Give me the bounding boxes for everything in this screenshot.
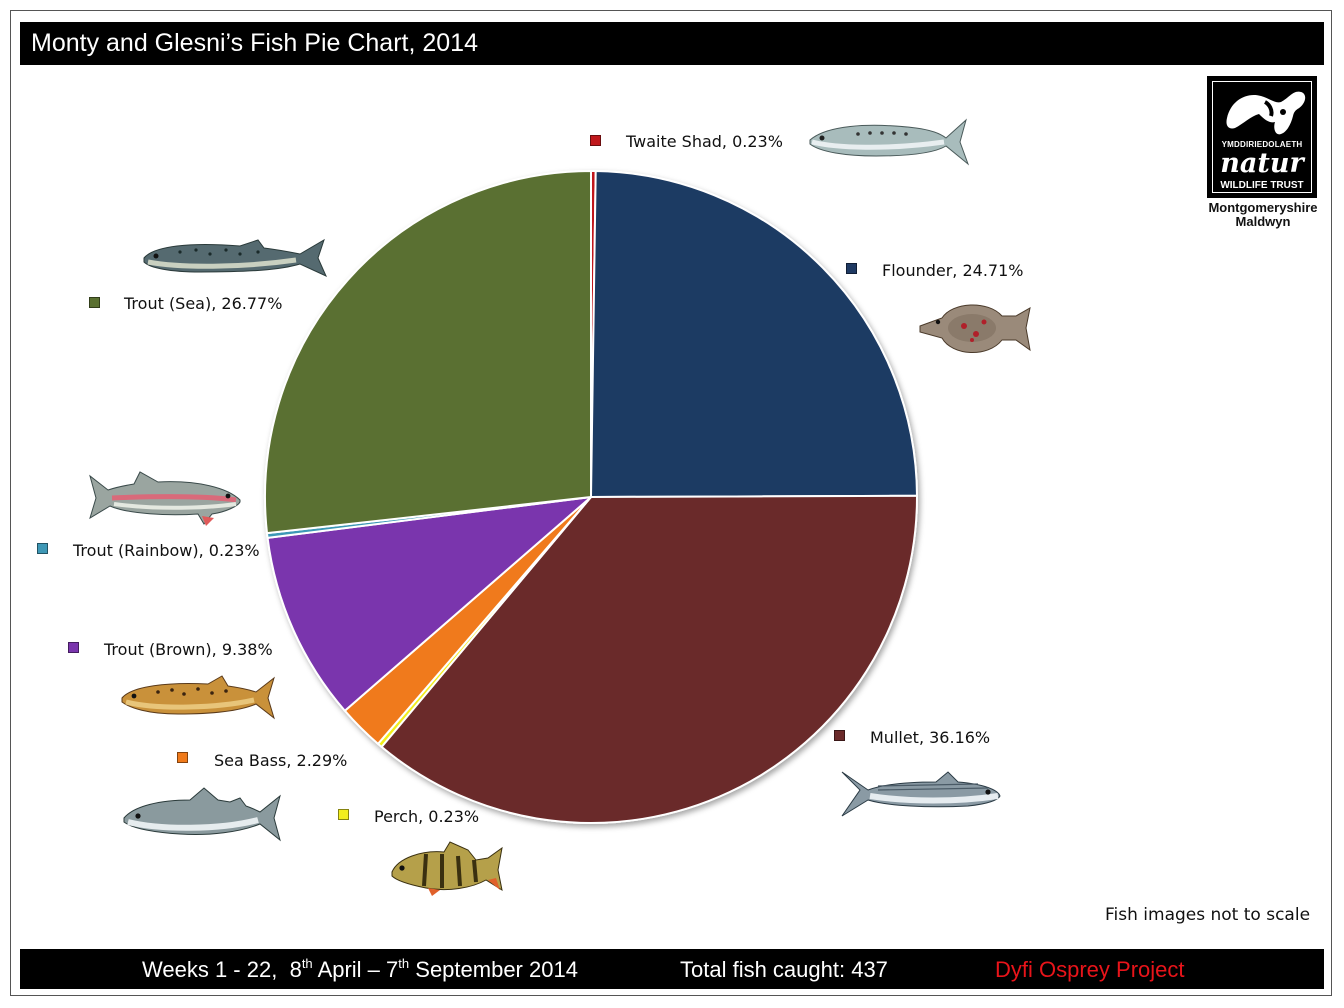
legend-swatch-flounder [846, 263, 857, 274]
data-label-trout-rainbow: Trout (Rainbow), 0.23% [73, 541, 260, 560]
logo-welsh-text: YMDDIRIEDOLAETH [1221, 140, 1303, 149]
footer-end-day: 7 [386, 957, 399, 982]
rainbow-trout-fish-icon [89, 471, 241, 526]
data-label-trout-sea: Trout (Sea), 26.77% [124, 294, 283, 313]
logo-sub-maldwyn: Maldwyn [1235, 214, 1291, 229]
pie-slice-flounder [590, 170, 918, 498]
footer-bar: Weeks 1 - 22, 8th April – 7th September … [20, 949, 1324, 989]
footer-end-month: September 2014 [415, 957, 578, 982]
chart-title: Monty and Glesni’s Fish Pie Chart, 2014 [31, 29, 478, 57]
twaite-shad-fish-icon [809, 118, 970, 166]
footer-weeks: Weeks 1 - 22, [142, 957, 278, 982]
legend-swatch-twaite-shad [590, 135, 601, 146]
data-label-mullet: Mullet, 36.16% [870, 728, 991, 747]
pie-slice-trout-brown [266, 496, 592, 712]
logo-wildlife-trust-text: WILDLIFE TRUST [1220, 180, 1304, 191]
data-label-trout-brown: Trout (Brown), 9.38% [104, 640, 273, 659]
footer-start-day: 8 [289, 957, 302, 982]
sea-bass-fish-icon [123, 787, 281, 842]
logo-subtitle: Montgomeryshire Maldwyn [1188, 201, 1338, 229]
pie-slice-trout-sea [264, 170, 592, 535]
perch-fish-icon [391, 841, 503, 896]
data-label-twaite-shad: Twaite Shad, 0.23% [626, 132, 783, 151]
footer-start-suffix: th [301, 956, 313, 971]
legend-swatch-mullet [834, 730, 845, 741]
logo-sub-montgomeryshire: Montgomeryshire [1208, 200, 1318, 215]
title-bar: Monty and Glesni’s Fish Pie Chart, 2014 [20, 22, 1324, 65]
legend-swatch-trout-brown [68, 642, 79, 653]
legend-swatch-trout-rainbow [37, 543, 48, 554]
logo-natur-text: natur [1220, 148, 1304, 179]
footer-project-name: Dyfi Osprey Project [995, 957, 1185, 982]
pie-slice-mullet [380, 494, 918, 824]
brown-trout-fish-icon [121, 675, 275, 720]
wildlife-trust-logo: YMDDIRIEDOLAETH natur WILDLIFE TRUST [1207, 76, 1317, 199]
footer-start-month: April – [317, 957, 380, 982]
badger-icon [1226, 91, 1306, 135]
mullet-fish-icon [841, 771, 1001, 817]
legend-swatch-trout-sea [89, 297, 100, 308]
data-label-flounder: Flounder, 24.71% [882, 261, 1024, 280]
footer-total-fish: Total fish caught: 437 [680, 957, 888, 982]
data-label-sea-bass: Sea Bass, 2.29% [214, 751, 348, 770]
footer-end-suffix: th [398, 956, 410, 971]
sea-trout-fish-icon [143, 238, 327, 278]
slide-frame [10, 10, 1332, 996]
legend-swatch-sea-bass [177, 752, 188, 763]
logo-inner-border [1212, 81, 1312, 193]
flounder-fish-icon [919, 304, 1031, 353]
legend-swatch-perch [338, 809, 349, 820]
images-not-to-scale-note: Fish images not to scale [1105, 905, 1311, 925]
logo-box: YMDDIRIEDOLAETH natur WILDLIFE TRUST [1207, 76, 1317, 198]
footer-date-range: Weeks 1 - 22, 8th April – 7th September … [142, 949, 578, 991]
data-label-perch: Perch, 0.23% [374, 807, 480, 826]
